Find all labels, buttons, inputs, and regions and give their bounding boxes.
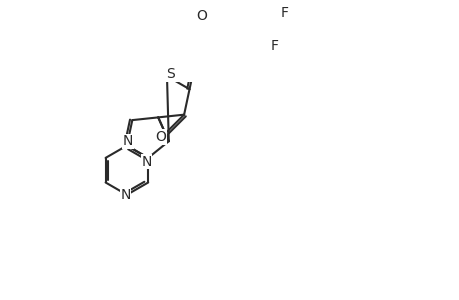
Text: S: S: [166, 68, 174, 81]
Text: F: F: [269, 39, 278, 53]
Text: N: N: [141, 154, 151, 169]
Text: O: O: [196, 9, 207, 23]
Text: N: N: [123, 134, 133, 148]
Text: F: F: [280, 6, 288, 20]
Text: O: O: [155, 130, 166, 144]
Text: N: N: [120, 188, 130, 202]
